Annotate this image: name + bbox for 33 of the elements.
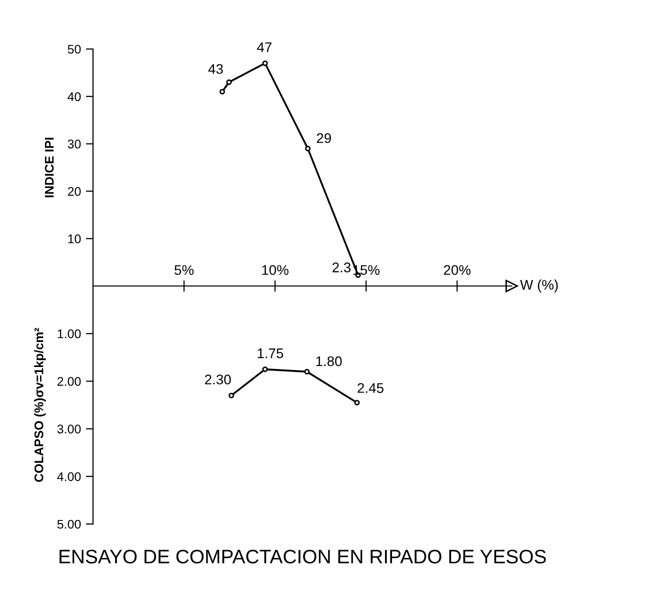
y-tick-label: 30: [68, 140, 81, 148]
point: [304, 368, 310, 374]
data-label: 29: [316, 133, 331, 144]
data-label: 47: [257, 42, 272, 52]
y-tick-label: 2.00: [58, 377, 81, 386]
y-tick-label: 40: [68, 92, 81, 102]
point: [305, 146, 311, 152]
x-tick-label: 20%: [444, 265, 471, 275]
y-tick-label: 3.00: [57, 424, 81, 434]
y-axis-title: INDICE IPI: [44, 138, 54, 198]
x-axis-title: W (%): [520, 280, 558, 292]
y-tick-label: 20: [68, 187, 81, 196]
y-tick-label: 5.00: [57, 520, 81, 529]
point: [354, 400, 360, 406]
point: [262, 60, 268, 66]
x-tick-label: 10%: [262, 265, 288, 275]
y-tick-label: 1.00: [58, 329, 81, 338]
data-label: 2.3: [332, 262, 351, 272]
point: [228, 392, 234, 398]
y-tick-label: 10: [68, 234, 81, 244]
data-label: 1.75: [258, 348, 284, 358]
text: ENSAYO DE COMPACTACION EN RIPADO DE YESOS: [60, 550, 546, 564]
point: [262, 366, 268, 372]
data-label: 2.45: [358, 383, 384, 393]
data-label: 1.80: [316, 356, 342, 366]
point: [226, 79, 232, 85]
y-tick-label: 50: [68, 44, 81, 54]
y-axis-title: COLAPSO (%)σv=1kp/cm²: [34, 328, 46, 482]
data-label: 43: [208, 64, 223, 74]
point: [219, 88, 226, 94]
y-tick-label: 4.00: [57, 472, 81, 482]
x-tick-label: 5%: [174, 265, 194, 275]
data-label: 2.30: [205, 374, 231, 384]
